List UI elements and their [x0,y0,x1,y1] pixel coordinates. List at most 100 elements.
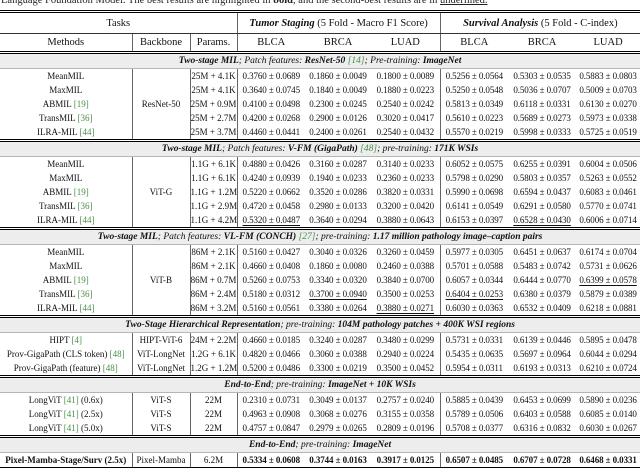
value-cell: 0.3640 ± 0.0745 [242,85,301,95]
section-title-text: ; [238,56,245,66]
value-cell: 0.5320 ± 0.0487 [242,215,301,225]
table-row: TransMIL [36] 25M + 2.7M 0.4200 ± 0.0268 0.… [0,111,640,125]
value-cell: 0.5798 ± 0.0290 [445,173,504,183]
backbone-cell: ViT-G [132,156,191,229]
value-cell: 0.6444 ± 0.0770 [513,275,571,285]
section-title-text: Patch features: [163,232,224,242]
citation-link[interactable]: [36] [77,201,93,211]
value-cell: 0.3640 ± 0.0294 [309,215,367,225]
method-label: Pixel-Mamba-Stage/Surv (2.5x) [5,455,127,465]
value-cell: 0.4820 ± 0.0466 [242,349,301,359]
value-cell: 0.3700 ± 0.0940 [309,289,367,299]
value-cell: 0.5954 ± 0.0311 [445,363,503,373]
value-cell: 0.3480 ± 0.0299 [371,332,441,347]
value-cell: 0.2757 ± 0.0240 [371,392,441,407]
value-cell: 0.2460 ± 0.0388 [371,259,441,273]
citation-link[interactable]: [4] [71,335,83,345]
table-row: LongViT [41] (2.5x) ViT-S 22M 0.4963 ± 0.09… [0,407,640,421]
value-cell: 0.5708 ± 0.0377 [445,423,504,433]
value-cell: 0.3880 ± 0.0271 [371,301,441,317]
method-label: ILRA-MIL [37,303,80,313]
method-label: MeanMIL [47,71,85,81]
value-cell: 0.6532 ± 0.0409 [513,303,571,313]
value-cell: 0.6399 ± 0.0578 [579,275,637,285]
value-cell: 0.1840 ± 0.0049 [309,85,367,95]
value-cell: 0.6403 ± 0.0588 [513,409,571,419]
citation-link[interactable]: [44] [79,303,95,313]
method-cell: TransMIL [36] [0,111,133,125]
table-row: HIPT [4] HIPT-ViT-6 24M + 2.2M 0.4660 ± 0.0… [0,332,640,347]
value-cell: 0.5977 ± 0.0305 [445,247,504,257]
citation-link[interactable]: [36] [77,289,93,299]
value-cell: 0.2980 ± 0.0133 [309,201,367,211]
table-row: TransMIL [36] 1.1G + 2.9M 0.4720 ± 0.0458 0… [0,199,640,213]
value-cell: 0.3917 ± 0.0125 [371,452,441,469]
value-cell: 0.6052 ± 0.0575 [445,159,504,169]
method-label: TransMIL [38,201,78,211]
value-cell: 0.2300 ± 0.0245 [309,99,367,109]
params-cell: 22M [190,421,238,437]
method-cell: MeanMIL [0,244,133,259]
citation-link[interactable]: [48] [102,363,118,373]
method-cell: Prov-GigaPath (CLS token) [48] [0,347,133,361]
citation-link[interactable]: [19] [73,187,89,197]
citation-link[interactable]: [36] [77,113,93,123]
value-cell: 0.6085 ± 0.0140 [579,409,637,419]
citation-link[interactable]: [48] [360,144,378,154]
params-cell: 25M + 2.7M [190,111,238,125]
col-backbone: Backbone [132,33,191,53]
params-cell: 22M [190,407,238,421]
citation-link[interactable]: [41] [63,395,79,405]
table-row: TransMIL [36] 86M + 2.4M 0.5180 ± 0.0312 0.… [0,287,640,301]
section-title-text: Patch features: [227,144,288,154]
value-cell: 0.6316 ± 0.0832 [513,423,571,433]
table-caption-fragment: Language Foundation Model. The best resu… [0,0,640,9]
citation-link[interactable]: [44] [79,127,95,137]
method-cell: ILRA-MIL [44] [0,125,133,141]
value-cell: 0.5009 ± 0.0703 [579,85,637,95]
citation-link[interactable]: [44] [79,215,95,225]
method-cell: LongViT [41] (2.5x) [0,407,133,421]
method-label-suffix: (0.6x) [78,395,103,405]
table-row: ILRA-MIL [44] 1.1G + 4.2M 0.5320 ± 0.0487 0… [0,213,640,229]
value-cell: 0.5160 ± 0.0427 [242,247,301,257]
section-title-text: V-FM (GigaPath) [287,144,358,154]
value-cell: 0.6174 ± 0.0704 [579,247,637,257]
value-cell: 0.6218 ± 0.0881 [579,303,637,313]
value-cell: 0.6118 ± 0.0331 [513,99,571,109]
value-cell: 0.3160 ± 0.0287 [309,159,367,169]
citation-link[interactable]: [48] [109,349,125,359]
caption-text: Language Foundation Model. The best resu… [1,0,488,6]
method-label: ILRA-MIL [37,215,80,225]
citation-link[interactable]: [41] [63,423,79,433]
params-cell: 1.1G + 4.2M [190,213,238,229]
value-cell: 0.5256 ± 0.0564 [445,71,504,81]
value-cell: 0.6006 ± 0.0714 [579,215,637,225]
value-cell: 0.5879 ± 0.0389 [579,289,637,299]
value-cell: 0.4100 ± 0.0498 [242,99,301,109]
citation-link[interactable]: [19] [73,275,89,285]
params-cell: 25M + 4.1K [190,83,238,97]
section-header: Two-stage MIL; Patch features: V-FM (Gig… [0,139,640,157]
citation-link[interactable]: [41] [63,409,79,419]
value-cell: 0.6707 ± 0.0728 [513,455,571,465]
params-cell: 1.2G + 1.2M [190,361,238,377]
citation-link[interactable]: [27] [298,232,316,242]
params-cell: 24M + 2.2M [190,332,238,347]
col-staging-brca: BRCA [323,37,353,48]
params-cell: 86M + 0.7M [190,273,238,287]
method-cell: LongViT [41] (5.0x) [0,421,133,437]
value-cell: 0.5036 ± 0.0707 [513,85,571,95]
method-label: MaxMIL [49,85,83,95]
citation-link[interactable]: [14] [347,56,365,66]
method-cell: TransMIL [36] [0,287,133,301]
col-staging-blca: BLCA [257,37,286,48]
method-cell: Pixel-Mamba-Stage/Surv (2.5x) [0,452,133,469]
method-label: ILRA-MIL [37,127,80,137]
backbone-cell: ResNet-50 [132,68,191,141]
value-cell: 0.5483 ± 0.0742 [513,261,571,271]
value-cell: 0.1880 ± 0.0223 [371,83,441,97]
section-title-text: ; [377,144,383,154]
citation-link[interactable]: [19] [73,99,89,109]
method-cell: MeanMIL [0,68,133,83]
